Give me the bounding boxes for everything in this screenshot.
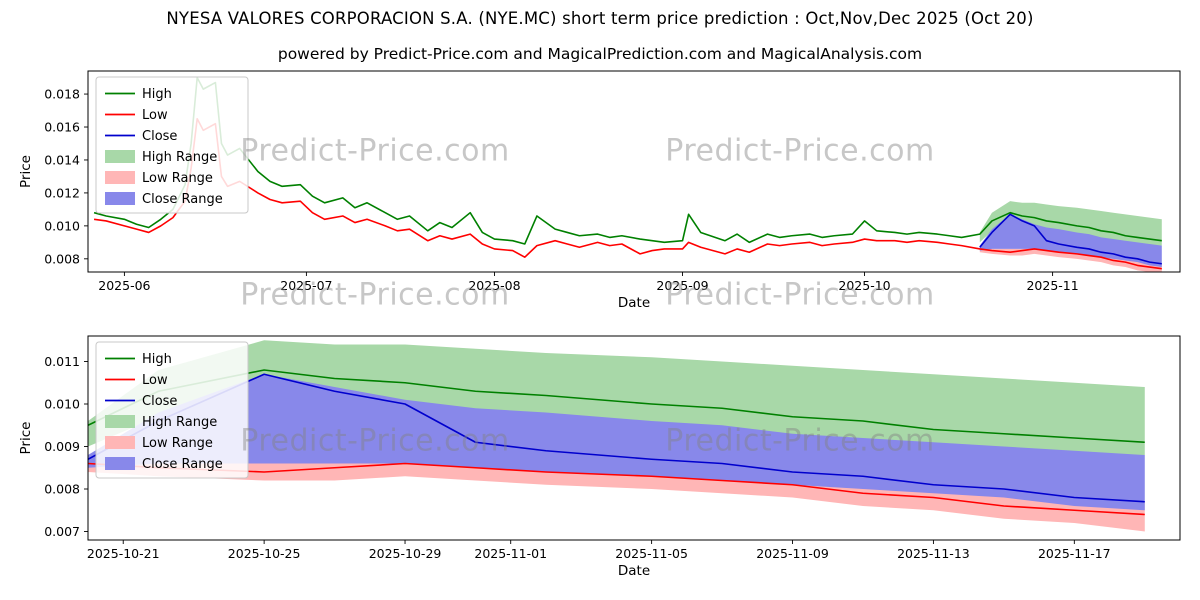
x-tick-label: 2025-10-21 [87,546,160,561]
x-tick-label: 2025-08 [468,278,520,293]
x-tick-label: 2025-11 [1026,278,1078,293]
x-tick-label: 2025-11-05 [615,546,688,561]
legend-patch-sample [105,171,135,184]
y-axis-title: Price [18,155,34,188]
y-tick-label: 0.009 [44,439,80,454]
legend-patch-sample [105,415,135,428]
legend-label: Close Range [142,192,223,207]
y-tick-label: 0.016 [44,120,80,135]
y-tick-label: 0.007 [44,524,80,539]
legend-entry-high-range: High Range [105,150,217,165]
legend-label: Close [142,129,177,144]
legend-label: High [142,352,172,367]
high-range-band [979,201,1162,246]
legend-entry-high: High [105,352,172,367]
x-tick-label: 2025-11-01 [474,546,547,561]
x-tick-label: 2025-11-17 [1038,546,1111,561]
price-history-chart: 2025-06 2025-07 2025-08 2025-09 2025-10 2025-… [0,64,1200,312]
legend-patch-sample [105,150,135,163]
price-history-plot: 2025-06 2025-07 2025-08 2025-09 2025-10 2025-… [18,70,1181,311]
x-tick-label: 2025-07 [280,278,332,293]
x-axis-title: Date [618,563,650,579]
x-tick-label: 2025-10-29 [369,546,442,561]
legend-entry-high-range: High Range [105,415,217,430]
y-tick-label: 0.008 [44,482,80,497]
x-tick-label: 2025-11-09 [756,546,829,561]
legend-entry-low-range: Low Range [105,171,213,186]
x-tick-label: 2025-10-25 [228,546,301,561]
y-tick-label: 0.018 [44,87,80,102]
y-tick-label: 0.011 [44,354,80,369]
y-axis: 0.008 0.010 0.012 0.014 0.016 0.018 [44,87,88,266]
close-range-band [88,374,1145,511]
legend-entry-low: Low [105,373,168,388]
legend: High Low Close High Range Low Range Close Ran… [95,341,249,479]
y-tick-label: 0.010 [44,397,80,412]
close-line [979,213,1162,265]
legend-label: Low [142,108,168,123]
legend-label: High [142,87,172,102]
legend-label: High Range [142,415,217,430]
low-line [88,462,1145,516]
legend-patch-sample [105,192,135,205]
x-tick-label: 2025-09 [656,278,708,293]
y-axis-title: Price [18,422,34,455]
x-axis: 2025-06 2025-07 2025-08 2025-09 2025-10 2025-… [98,272,1079,293]
close-line [88,373,1145,503]
y-tick-label: 0.008 [44,251,80,266]
legend-entry-close-range: Close Range [105,192,223,207]
legend: High Low Close High Range Low Range Close Ran… [95,76,249,214]
x-tick-label: 2025-11-13 [897,546,970,561]
high-range-band [88,340,1145,455]
low-range-band [979,247,1162,272]
legend-label: High Range [142,150,217,165]
legend-label: Low Range [142,436,213,451]
legend-label: Low [142,373,168,388]
legend-patch-sample [105,436,135,449]
y-tick-label: 0.012 [44,185,80,200]
high-line [88,369,1145,444]
plot-border [87,70,1181,273]
prediction-detail-plot: 2025-10-21 2025-10-25 2025-10-29 2025-11-01… [18,335,1181,579]
plot-border [87,335,1181,541]
low-range-band [88,459,1145,532]
chart-subtitle: powered by Predict-Price.com and Magical… [277,45,923,63]
legend-label: Close Range [142,457,223,472]
x-tick-label: 2025-10 [838,278,890,293]
legend-entry-low-range: Low Range [105,436,213,451]
legend-patch-sample [105,457,135,470]
legend-entry-high: High [105,87,172,102]
legend-entry-close-range: Close Range [105,457,223,472]
prediction-detail-chart: 2025-10-21 2025-10-25 2025-10-29 2025-11-01… [0,328,1200,598]
x-axis-title: Date [618,295,650,311]
legend-label: Close [142,394,177,409]
y-tick-label: 0.010 [44,218,80,233]
legend-entry-close: Close [105,129,177,144]
legend-entry-close: Close [105,394,177,409]
y-tick-label: 0.014 [44,152,80,167]
x-tick-label: 2025-06 [98,278,150,293]
x-axis: 2025-10-21 2025-10-25 2025-10-29 2025-11-01… [87,540,1111,561]
y-axis: 0.007 0.008 0.009 0.010 0.011 [44,354,88,539]
legend-entry-low: Low [105,108,168,123]
legend-label: Low Range [142,171,213,186]
chart-title: NYESA VALORES CORPORACION S.A. (NYE.MC) … [166,9,1034,28]
